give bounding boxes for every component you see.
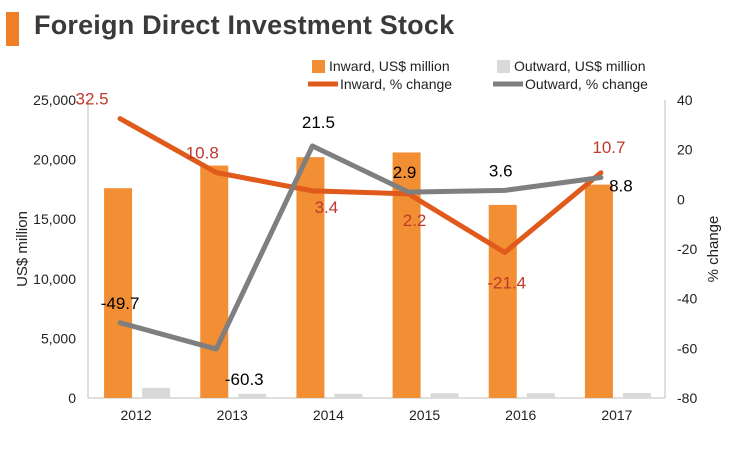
outward-bar — [526, 393, 555, 398]
y-axis-title: US$ million — [14, 211, 31, 287]
title-accent-bar — [6, 12, 19, 46]
outward-change-label: 3.6 — [489, 161, 513, 180]
legend-swatch — [497, 60, 510, 73]
y-tick-label: 25,000 — [33, 92, 76, 108]
x-tick-label: 2015 — [409, 407, 440, 423]
inward-bar — [584, 184, 613, 398]
page-title: Foreign Direct Investment Stock — [34, 10, 455, 40]
y2-tick-label: 40 — [677, 92, 693, 108]
outward-change-line — [117, 143, 604, 352]
outward-change-label: -49.7 — [101, 294, 140, 313]
inward-change-label: 32.5 — [76, 90, 109, 109]
outward-bar — [238, 393, 267, 398]
y-tick-label: 10,000 — [33, 271, 76, 287]
outward-bar — [622, 392, 651, 398]
y-tick-label: 0 — [68, 390, 76, 406]
legend-label: Outward, % change — [525, 76, 648, 92]
inward-change-line — [117, 116, 604, 255]
inward-change-label: 10.7 — [592, 138, 625, 157]
inward-change-label: 3.4 — [315, 198, 339, 217]
y2-tick-label: -20 — [677, 241, 697, 257]
y-tick-label: 15,000 — [33, 211, 76, 227]
inward-bar — [296, 157, 325, 398]
inward-change-label: 2.2 — [403, 211, 427, 230]
outward-bar — [334, 393, 363, 398]
x-tick-label: 2013 — [217, 407, 248, 423]
x-tick-label: 2017 — [601, 407, 632, 423]
outward-change-label: 21.5 — [302, 113, 335, 132]
outward-change-label: 8.8 — [609, 176, 633, 195]
x-tick-label: 2014 — [313, 407, 344, 423]
y2-axis-title: % change — [705, 216, 722, 283]
outward-change-label: -60.3 — [225, 370, 264, 389]
y2-tick-label: -40 — [677, 291, 697, 307]
y2-tick-label: 0 — [677, 191, 685, 207]
y-tick-label: 5,000 — [41, 330, 76, 346]
legend-label: Inward, US$ million — [329, 58, 450, 74]
inward-bar — [104, 188, 133, 398]
legend-label: Inward, % change — [340, 76, 452, 92]
inward-bar — [200, 165, 229, 398]
inward-change-label: 10.8 — [186, 144, 219, 163]
y2-tick-label: -60 — [677, 340, 697, 356]
legend-label: Outward, US$ million — [514, 58, 646, 74]
outward-bar — [142, 387, 171, 398]
inward-bar — [488, 204, 517, 398]
legend-swatch — [312, 60, 325, 73]
y2-tick-label: -80 — [677, 390, 697, 406]
x-tick-label: 2012 — [121, 407, 152, 423]
y2-tick-label: 20 — [677, 142, 693, 158]
outward-bar — [430, 393, 459, 398]
y-tick-label: 20,000 — [33, 152, 76, 168]
x-tick-label: 2016 — [505, 407, 536, 423]
inward-change-label: -21.4 — [487, 273, 526, 292]
outward-change-label: 2.9 — [393, 163, 417, 182]
